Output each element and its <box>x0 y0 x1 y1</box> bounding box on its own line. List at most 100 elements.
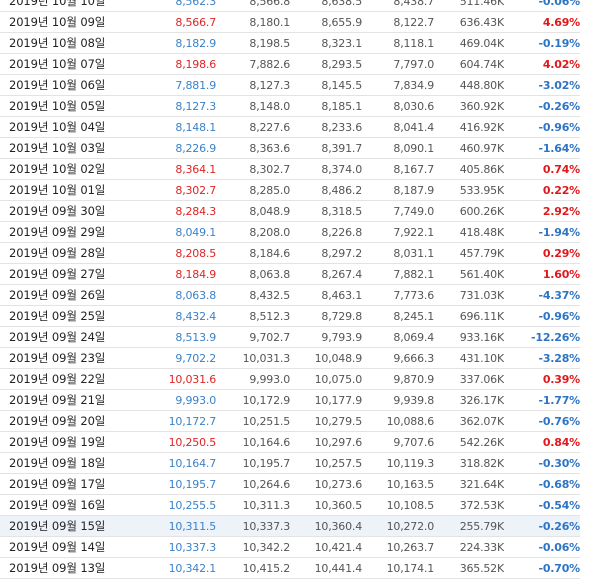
table-row: 2019년 10월 01일 8,302.7 8,285.0 8,486.2 8,187.… <box>0 179 580 201</box>
close-price-cell: 9,993.0 <box>140 389 216 411</box>
open-price-cell: 10,172.9 <box>216 389 290 411</box>
high-price-cell: 8,729.8 <box>290 305 362 327</box>
open-price-cell: 8,512.3 <box>216 305 290 327</box>
table-row: 2019년 09월 28일 8,208.5 8,184.6 8,297.2 8,031.… <box>0 242 580 264</box>
change-percent-cell: -0.26% <box>504 515 580 537</box>
volume-cell: 326.17K <box>434 389 504 411</box>
low-price-cell: 7,773.6 <box>362 284 434 306</box>
table-row: 2019년 09월 14일 10,337.3 10,342.2 10,421.4 10,… <box>0 536 580 558</box>
change-percent-cell: -0.06% <box>504 536 580 558</box>
volume-cell: 533.95K <box>434 179 504 201</box>
low-price-cell: 10,119.3 <box>362 452 434 474</box>
close-price-cell: 8,148.1 <box>140 116 216 138</box>
volume-cell: 696.11K <box>434 305 504 327</box>
table-row: 2019년 10월 10일 8,562.3 8,566.8 8,638.5 8,438.… <box>0 0 580 12</box>
low-price-cell: 7,797.0 <box>362 53 434 75</box>
date-cell: 2019년 10월 03일 <box>0 137 140 159</box>
close-price-cell: 9,702.2 <box>140 347 216 369</box>
date-cell: 2019년 09월 15일 <box>0 515 140 537</box>
date-cell: 2019년 09월 30일 <box>0 200 140 222</box>
date-cell: 2019년 09월 13일 <box>0 557 140 579</box>
low-price-cell: 8,069.4 <box>362 326 434 348</box>
low-price-cell: 8,030.6 <box>362 95 434 117</box>
volume-cell: 362.07K <box>434 410 504 432</box>
table-row: 2019년 10월 09일 8,566.7 8,180.1 8,655.9 8,122.… <box>0 11 580 33</box>
high-price-cell: 8,374.0 <box>290 158 362 180</box>
open-price-cell: 10,342.2 <box>216 536 290 558</box>
low-price-cell: 9,870.9 <box>362 368 434 390</box>
table-row: 2019년 09월 27일 8,184.9 8,063.8 8,267.4 7,882.… <box>0 263 580 285</box>
change-percent-cell: -0.19% <box>504 32 580 54</box>
close-price-cell: 8,566.7 <box>140 11 216 33</box>
change-percent-cell: -1.77% <box>504 389 580 411</box>
high-price-cell: 8,226.8 <box>290 221 362 243</box>
change-percent-cell: 0.29% <box>504 242 580 264</box>
high-price-cell: 8,391.7 <box>290 137 362 159</box>
open-price-cell: 10,337.3 <box>216 515 290 537</box>
table-row: 2019년 09월 29일 8,049.1 8,208.0 8,226.8 7,922.… <box>0 221 580 243</box>
date-cell: 2019년 09월 16일 <box>0 494 140 516</box>
close-price-cell: 7,881.9 <box>140 74 216 96</box>
change-percent-cell: -0.30% <box>504 452 580 474</box>
volume-cell: 360.92K <box>434 95 504 117</box>
low-price-cell: 7,834.9 <box>362 74 434 96</box>
open-price-cell: 8,227.6 <box>216 116 290 138</box>
high-price-cell: 10,075.0 <box>290 368 362 390</box>
high-price-cell: 8,318.5 <box>290 200 362 222</box>
low-price-cell: 8,090.1 <box>362 137 434 159</box>
close-price-cell: 10,342.1 <box>140 557 216 579</box>
change-percent-cell: 1.60% <box>504 263 580 285</box>
table-row: 2019년 09월 21일 9,993.0 10,172.9 10,177.9 9,93… <box>0 389 580 411</box>
change-percent-cell: 0.39% <box>504 368 580 390</box>
open-price-cell: 9,993.0 <box>216 368 290 390</box>
table-row: 2019년 09월 26일 8,063.8 8,432.5 8,463.1 7,773.… <box>0 284 580 306</box>
open-price-cell: 7,882.6 <box>216 53 290 75</box>
high-price-cell: 8,185.1 <box>290 95 362 117</box>
volume-cell: 372.53K <box>434 494 504 516</box>
high-price-cell: 10,177.9 <box>290 389 362 411</box>
change-percent-cell: -0.96% <box>504 116 580 138</box>
high-price-cell: 10,257.5 <box>290 452 362 474</box>
change-percent-cell: -0.70% <box>504 557 580 579</box>
close-price-cell: 8,284.3 <box>140 200 216 222</box>
change-percent-cell: -0.96% <box>504 305 580 327</box>
low-price-cell: 8,122.7 <box>362 11 434 33</box>
volume-cell: 600.26K <box>434 200 504 222</box>
volume-cell: 448.80K <box>434 74 504 96</box>
table-row: 2019년 10월 02일 8,364.1 8,302.7 8,374.0 8,167.… <box>0 158 580 180</box>
date-cell: 2019년 10월 06일 <box>0 74 140 96</box>
high-price-cell: 10,048.9 <box>290 347 362 369</box>
close-price-cell: 8,049.1 <box>140 221 216 243</box>
high-price-cell: 10,421.4 <box>290 536 362 558</box>
change-percent-cell: -12.26% <box>504 326 580 348</box>
date-cell: 2019년 09월 25일 <box>0 305 140 327</box>
close-price-cell: 10,031.6 <box>140 368 216 390</box>
date-cell: 2019년 10월 01일 <box>0 179 140 201</box>
table-row: 2019년 09월 13일 10,342.1 10,415.2 10,441.4 10,… <box>0 557 580 579</box>
table-row: 2019년 09월 15일 10,311.5 10,337.3 10,360.4 10,… <box>0 515 580 537</box>
low-price-cell: 7,749.0 <box>362 200 434 222</box>
low-price-cell: 9,939.8 <box>362 389 434 411</box>
date-cell: 2019년 09월 19일 <box>0 431 140 453</box>
change-percent-cell: 0.74% <box>504 158 580 180</box>
low-price-cell: 8,041.4 <box>362 116 434 138</box>
low-price-cell: 8,167.7 <box>362 158 434 180</box>
volume-cell: 224.33K <box>434 536 504 558</box>
low-price-cell: 10,272.0 <box>362 515 434 537</box>
volume-cell: 731.03K <box>434 284 504 306</box>
volume-cell: 469.04K <box>434 32 504 54</box>
close-price-cell: 10,164.7 <box>140 452 216 474</box>
table-row: 2019년 10월 07일 8,198.6 7,882.6 8,293.5 7,797.… <box>0 53 580 75</box>
page-edge <box>586 0 592 579</box>
low-price-cell: 8,118.1 <box>362 32 434 54</box>
close-price-cell: 8,226.9 <box>140 137 216 159</box>
high-price-cell: 8,297.2 <box>290 242 362 264</box>
volume-cell: 604.74K <box>434 53 504 75</box>
high-price-cell: 8,463.1 <box>290 284 362 306</box>
open-price-cell: 10,164.6 <box>216 431 290 453</box>
low-price-cell: 10,263.7 <box>362 536 434 558</box>
volume-cell: 318.82K <box>434 452 504 474</box>
volume-cell: 431.10K <box>434 347 504 369</box>
high-price-cell: 10,273.6 <box>290 473 362 495</box>
volume-cell: 636.43K <box>434 11 504 33</box>
